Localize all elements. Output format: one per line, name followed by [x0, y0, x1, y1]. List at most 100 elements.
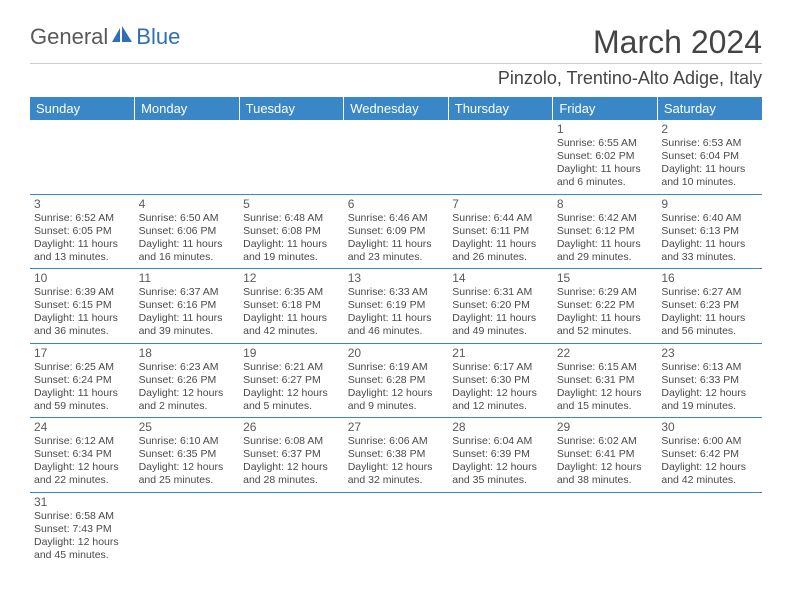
weekday-header: Thursday: [448, 97, 553, 120]
day-number: 12: [243, 271, 340, 285]
day-number: 31: [34, 495, 131, 509]
header: General Blue March 2024: [30, 24, 762, 61]
calendar-day-cell: 6Sunrise: 6:46 AMSunset: 6:09 PMDaylight…: [344, 194, 449, 269]
day-detail-line: Daylight: 12 hours: [452, 387, 549, 400]
calendar-week-row: 24Sunrise: 6:12 AMSunset: 6:34 PMDayligh…: [30, 418, 762, 493]
day-number: 28: [452, 420, 549, 434]
day-detail-line: Sunset: 6:37 PM: [243, 448, 340, 461]
day-detail-line: Sunrise: 6:06 AM: [348, 435, 445, 448]
calendar-day-cell: 15Sunrise: 6:29 AMSunset: 6:22 PMDayligh…: [553, 269, 658, 344]
calendar-week-row: 17Sunrise: 6:25 AMSunset: 6:24 PMDayligh…: [30, 343, 762, 418]
calendar-empty-cell: [135, 120, 240, 194]
day-number: 9: [661, 197, 758, 211]
day-detail-line: Sunrise: 6:08 AM: [243, 435, 340, 448]
calendar-day-cell: 3Sunrise: 6:52 AMSunset: 6:05 PMDaylight…: [30, 194, 135, 269]
calendar-week-row: 10Sunrise: 6:39 AMSunset: 6:15 PMDayligh…: [30, 269, 762, 344]
day-detail-line: Sunrise: 6:13 AM: [661, 361, 758, 374]
calendar-day-cell: 7Sunrise: 6:44 AMSunset: 6:11 PMDaylight…: [448, 194, 553, 269]
calendar-week-row: 3Sunrise: 6:52 AMSunset: 6:05 PMDaylight…: [30, 194, 762, 269]
calendar-day-cell: 19Sunrise: 6:21 AMSunset: 6:27 PMDayligh…: [239, 343, 344, 418]
day-detail-line: Daylight: 12 hours: [348, 461, 445, 474]
calendar-table: Sunday Monday Tuesday Wednesday Thursday…: [30, 97, 762, 566]
day-detail-line: Sunrise: 6:39 AM: [34, 286, 131, 299]
day-detail-line: and 38 minutes.: [557, 474, 654, 487]
logo-text-general: General: [30, 24, 108, 50]
calendar-empty-cell: [553, 492, 658, 566]
day-detail-line: Daylight: 11 hours: [34, 312, 131, 325]
calendar-day-cell: 23Sunrise: 6:13 AMSunset: 6:33 PMDayligh…: [657, 343, 762, 418]
day-detail-line: Sunset: 6:31 PM: [557, 374, 654, 387]
day-detail-line: Sunrise: 6:52 AM: [34, 212, 131, 225]
day-detail-line: Daylight: 11 hours: [557, 238, 654, 251]
day-detail-line: and 29 minutes.: [557, 251, 654, 264]
page-title: March 2024: [593, 24, 762, 61]
day-detail-line: and 23 minutes.: [348, 251, 445, 264]
day-number: 16: [661, 271, 758, 285]
day-detail-line: Sunrise: 6:31 AM: [452, 286, 549, 299]
day-detail-line: and 12 minutes.: [452, 400, 549, 413]
calendar-empty-cell: [657, 492, 762, 566]
day-detail-line: Sunset: 6:39 PM: [452, 448, 549, 461]
day-detail-line: Sunrise: 6:10 AM: [139, 435, 236, 448]
day-detail-line: Sunrise: 6:53 AM: [661, 137, 758, 150]
calendar-day-cell: 16Sunrise: 6:27 AMSunset: 6:23 PMDayligh…: [657, 269, 762, 344]
day-detail-line: Sunrise: 6:35 AM: [243, 286, 340, 299]
day-detail-line: and 46 minutes.: [348, 325, 445, 338]
day-detail-line: and 25 minutes.: [139, 474, 236, 487]
calendar-day-cell: 12Sunrise: 6:35 AMSunset: 6:18 PMDayligh…: [239, 269, 344, 344]
day-detail-line: Daylight: 12 hours: [661, 387, 758, 400]
day-detail-line: and 52 minutes.: [557, 325, 654, 338]
day-detail-line: Daylight: 12 hours: [243, 387, 340, 400]
calendar-day-cell: 13Sunrise: 6:33 AMSunset: 6:19 PMDayligh…: [344, 269, 449, 344]
day-detail-line: and 19 minutes.: [661, 400, 758, 413]
day-detail-line: Sunrise: 6:44 AM: [452, 212, 549, 225]
day-detail-line: and 26 minutes.: [452, 251, 549, 264]
day-detail-line: Sunset: 6:42 PM: [661, 448, 758, 461]
day-detail-line: Sunset: 6:38 PM: [348, 448, 445, 461]
day-detail-line: Daylight: 11 hours: [661, 312, 758, 325]
calendar-day-cell: 8Sunrise: 6:42 AMSunset: 6:12 PMDaylight…: [553, 194, 658, 269]
calendar-week-row: 31Sunrise: 6:58 AMSunset: 7:43 PMDayligh…: [30, 492, 762, 566]
day-detail-line: Daylight: 12 hours: [139, 387, 236, 400]
day-detail-line: and 33 minutes.: [661, 251, 758, 264]
day-number: 19: [243, 346, 340, 360]
day-detail-line: Sunset: 6:18 PM: [243, 299, 340, 312]
day-detail-line: and 19 minutes.: [243, 251, 340, 264]
day-detail-line: Sunset: 6:35 PM: [139, 448, 236, 461]
day-number: 1: [557, 122, 654, 136]
calendar-day-cell: 22Sunrise: 6:15 AMSunset: 6:31 PMDayligh…: [553, 343, 658, 418]
day-number: 15: [557, 271, 654, 285]
day-detail-line: Daylight: 12 hours: [452, 461, 549, 474]
day-detail-line: and 16 minutes.: [139, 251, 236, 264]
day-number: 11: [139, 271, 236, 285]
calendar-day-cell: 25Sunrise: 6:10 AMSunset: 6:35 PMDayligh…: [135, 418, 240, 493]
day-detail-line: and 9 minutes.: [348, 400, 445, 413]
calendar-empty-cell: [344, 492, 449, 566]
day-number: 23: [661, 346, 758, 360]
calendar-empty-cell: [448, 120, 553, 194]
day-detail-line: Sunrise: 6:29 AM: [557, 286, 654, 299]
day-number: 14: [452, 271, 549, 285]
day-detail-line: Daylight: 11 hours: [243, 312, 340, 325]
day-detail-line: and 39 minutes.: [139, 325, 236, 338]
calendar-empty-cell: [239, 492, 344, 566]
day-number: 6: [348, 197, 445, 211]
day-detail-line: Sunset: 7:43 PM: [34, 523, 131, 536]
day-detail-line: Sunrise: 6:23 AM: [139, 361, 236, 374]
calendar-day-cell: 5Sunrise: 6:48 AMSunset: 6:08 PMDaylight…: [239, 194, 344, 269]
day-detail-line: Sunrise: 6:58 AM: [34, 510, 131, 523]
day-detail-line: Sunset: 6:02 PM: [557, 150, 654, 163]
day-detail-line: and 45 minutes.: [34, 549, 131, 562]
weekday-header: Sunday: [30, 97, 135, 120]
day-detail-line: and 28 minutes.: [243, 474, 340, 487]
logo-sail-icon: [110, 24, 134, 50]
day-number: 17: [34, 346, 131, 360]
day-number: 4: [139, 197, 236, 211]
day-detail-line: Daylight: 11 hours: [139, 312, 236, 325]
day-detail-line: and 6 minutes.: [557, 176, 654, 189]
day-number: 2: [661, 122, 758, 136]
day-detail-line: Sunset: 6:19 PM: [348, 299, 445, 312]
day-detail-line: Daylight: 12 hours: [557, 387, 654, 400]
day-detail-line: Sunrise: 6:48 AM: [243, 212, 340, 225]
day-detail-line: Sunset: 6:12 PM: [557, 225, 654, 238]
